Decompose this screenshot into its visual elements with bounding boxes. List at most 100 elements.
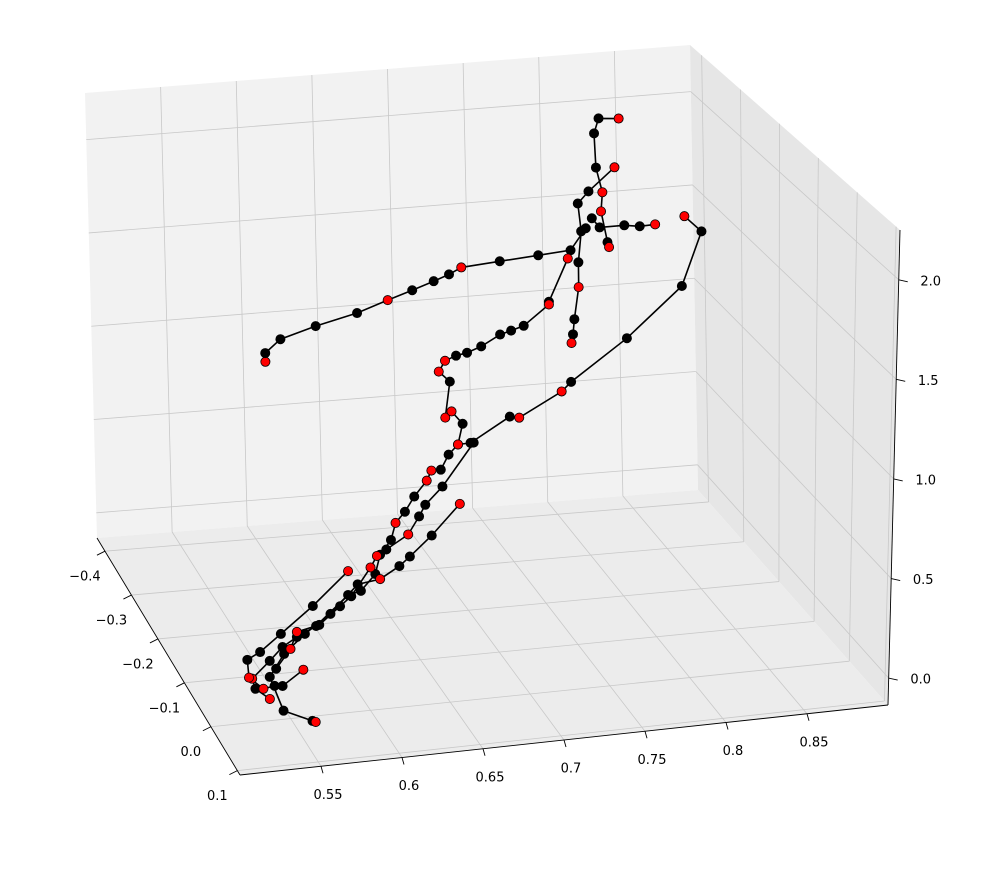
point	[404, 551, 415, 562]
grid-line	[538, 56, 549, 503]
point	[506, 325, 517, 336]
point	[275, 628, 286, 639]
point	[590, 162, 601, 173]
point	[264, 671, 275, 682]
point	[495, 329, 506, 340]
x-tick-label: 0.8	[723, 744, 744, 759]
point	[420, 499, 431, 510]
grid-line	[387, 68, 398, 515]
point	[634, 221, 645, 232]
x-tick	[563, 739, 567, 748]
point	[543, 299, 554, 310]
point	[566, 337, 577, 348]
point	[365, 562, 376, 573]
point	[468, 437, 479, 448]
x-tick	[482, 748, 486, 756]
side-pane	[690, 45, 900, 705]
point	[518, 320, 529, 331]
point	[569, 314, 580, 325]
grid-line	[322, 519, 484, 749]
z-axis	[887, 229, 901, 706]
y-tick-label: −0.4	[69, 570, 101, 585]
grid-line	[160, 86, 173, 533]
point	[440, 355, 451, 366]
point	[586, 213, 597, 224]
grid-line	[613, 50, 624, 497]
grid-line	[622, 495, 808, 715]
grid-line	[693, 277, 894, 480]
point	[285, 643, 296, 654]
x-tick-label: 0.75	[638, 753, 667, 768]
point	[440, 412, 451, 423]
point	[255, 647, 266, 658]
grid-line	[697, 464, 889, 679]
z-tick	[888, 677, 898, 681]
grid-line	[547, 501, 727, 723]
z-tick-label: 0.5	[913, 573, 934, 588]
point	[596, 206, 607, 217]
y-tick-label: −0.2	[122, 657, 154, 672]
point	[433, 366, 444, 377]
point	[457, 418, 468, 429]
floor-pane	[97, 490, 888, 775]
grid-line	[701, 55, 709, 502]
point	[594, 222, 605, 233]
point	[437, 481, 448, 492]
point	[278, 705, 289, 716]
grid-line	[96, 464, 698, 514]
z-tick-label: 1.0	[915, 473, 936, 488]
point	[414, 511, 425, 522]
point	[650, 219, 661, 230]
y-tick-label: 0.1	[207, 789, 228, 804]
point	[597, 187, 608, 198]
point	[394, 561, 405, 572]
point	[244, 672, 255, 683]
point	[242, 654, 253, 665]
point	[403, 529, 414, 540]
point	[277, 681, 288, 692]
point	[421, 475, 432, 486]
point	[310, 321, 321, 332]
grid-line	[91, 277, 695, 327]
z-tick-label: 0.0	[910, 673, 931, 688]
point	[335, 601, 346, 612]
point	[343, 566, 354, 577]
point	[514, 412, 525, 423]
point	[573, 282, 584, 293]
z-tick-label: 1.5	[918, 374, 939, 389]
point	[451, 350, 462, 361]
point	[371, 550, 382, 561]
y-axis	[96, 537, 241, 776]
point	[346, 591, 357, 602]
y-tick-label: 0.0	[181, 745, 202, 760]
point	[428, 276, 439, 287]
grid-line	[235, 80, 248, 527]
point	[613, 113, 624, 124]
point	[298, 664, 309, 675]
point	[476, 341, 487, 352]
point	[325, 608, 336, 619]
grid-line	[397, 513, 565, 741]
grid-line	[311, 74, 323, 521]
point	[409, 491, 420, 502]
grid-line	[86, 91, 691, 141]
z-tick	[898, 279, 908, 283]
trajectory-line	[264, 227, 587, 362]
grid-line	[157, 581, 779, 640]
z-tick	[893, 478, 903, 482]
y-tick	[202, 726, 212, 732]
x-tick	[725, 722, 729, 730]
point	[375, 574, 386, 585]
x-tick-label: 0.7	[561, 762, 582, 777]
point	[456, 262, 467, 273]
z-tick	[891, 578, 901, 581]
point	[382, 295, 393, 306]
point	[426, 465, 437, 476]
grid-line	[171, 531, 322, 767]
point	[399, 506, 410, 517]
point	[291, 626, 302, 637]
grid-line	[462, 62, 474, 509]
point	[426, 530, 437, 541]
x-tick-label: 0.65	[476, 770, 505, 785]
